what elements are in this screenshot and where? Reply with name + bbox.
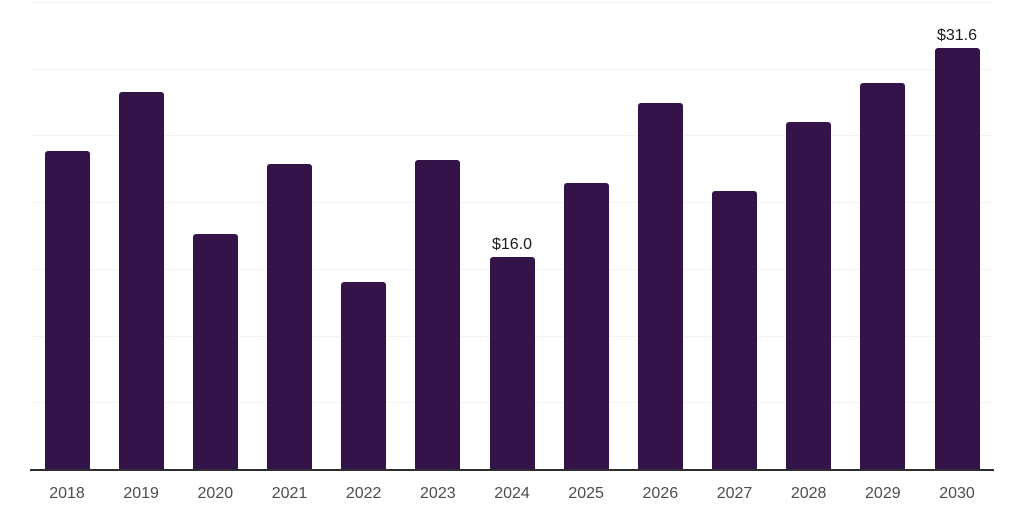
x-tick-2029: 2029 (865, 485, 901, 502)
x-tick-2020: 2020 (197, 485, 234, 502)
x-tick-2027: 2027 (716, 485, 753, 502)
x-tick-2023: 2023 (420, 485, 456, 502)
bar-2022 (341, 281, 387, 470)
bar-2018 (44, 151, 90, 470)
bar-2019 (118, 92, 164, 470)
gridline-20 (30, 202, 994, 204)
bar-2026 (637, 103, 683, 470)
bar-2028 (786, 121, 832, 470)
bar-2025 (563, 183, 609, 470)
gridline-25 (30, 135, 994, 137)
x-tick-2024: 2024 (494, 485, 530, 502)
x-tick-2026: 2026 (642, 485, 679, 502)
x-tick-2030: 2030 (939, 485, 975, 502)
gridline-30 (30, 68, 994, 70)
x-tick-2028: 2028 (790, 485, 827, 502)
x-tick-2019: 2019 (123, 485, 159, 502)
x-axis-line (30, 469, 994, 471)
data-label-2030: $31.6 (936, 27, 978, 45)
bar-2021 (267, 164, 312, 470)
bar-2030 (934, 48, 980, 470)
bar-2024 (489, 256, 535, 470)
plot-area (30, 2, 994, 470)
x-tick-2021: 2021 (271, 485, 308, 502)
x-tick-2022: 2022 (345, 485, 382, 502)
bar-2027 (712, 191, 757, 470)
x-tick-2025: 2025 (568, 485, 604, 502)
x-tick-2018: 2018 (49, 485, 85, 502)
bar-2023 (415, 160, 461, 470)
data-label-2024: $16.0 (491, 235, 533, 253)
bar-2029 (860, 83, 906, 470)
bar-2020 (192, 233, 238, 470)
gridline-35 (30, 2, 994, 3)
